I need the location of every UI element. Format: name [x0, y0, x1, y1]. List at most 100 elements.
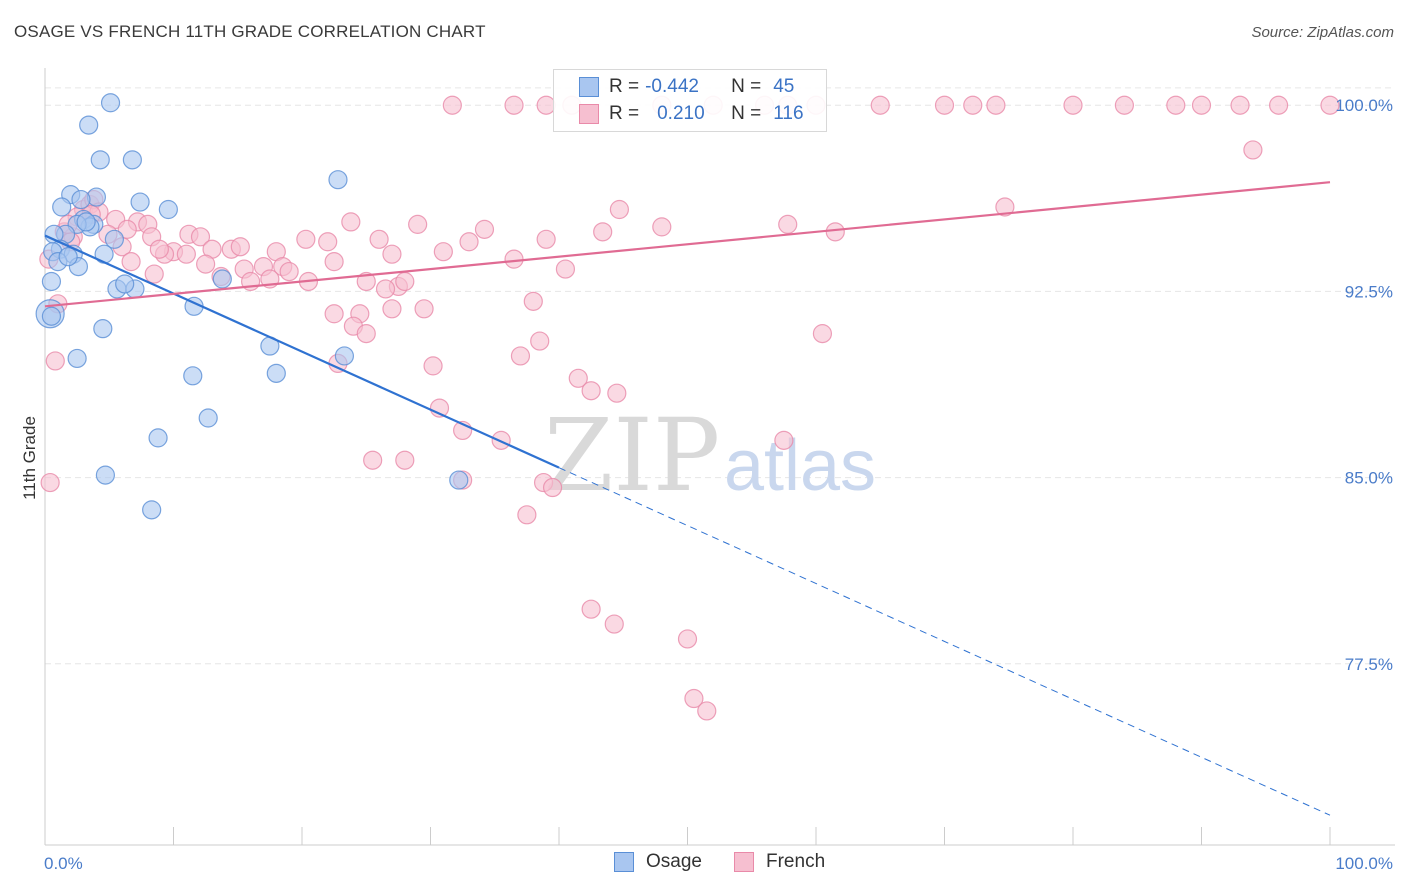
osage-point — [266, 363, 286, 383]
watermark-atlas: atlas — [724, 426, 876, 506]
french-n-value: 116 — [773, 103, 804, 124]
french-points — [39, 95, 1340, 721]
french-point — [324, 252, 344, 272]
french-point — [593, 222, 613, 242]
french-point — [1230, 95, 1250, 115]
osage-point — [115, 274, 135, 294]
french-point — [1166, 95, 1186, 115]
osage-point — [130, 192, 150, 212]
french-point — [356, 324, 376, 344]
osage-point — [212, 269, 232, 289]
french-point — [986, 95, 1006, 115]
legend-row-osage: R = -0.442 N = 45 — [554, 74, 794, 100]
french-point — [423, 356, 443, 376]
osage-r-label: R = — [609, 76, 640, 97]
legend-osage[interactable]: Osage — [614, 851, 702, 873]
legend-row-french: R = 0.210 N = 116 — [554, 101, 804, 127]
french-point — [474, 219, 495, 239]
osage-point — [79, 115, 99, 135]
osage-trend-line — [44, 234, 560, 469]
osage-point — [148, 428, 168, 448]
french-point — [230, 237, 250, 257]
french-point — [555, 259, 576, 279]
french-point — [196, 254, 216, 274]
french-point — [382, 299, 402, 319]
french-r-label: R = — [609, 103, 640, 124]
french-point — [1268, 95, 1289, 115]
french-point — [1063, 95, 1083, 115]
osage-point — [122, 150, 142, 170]
french-point — [382, 244, 402, 264]
french-point — [149, 239, 169, 259]
osage-n-label: N = — [731, 76, 762, 97]
series-legend: Osage French — [0, 851, 1406, 879]
tick-labels: 100.0% 92.5% 85.0% 77.5% 0.0% 100.0% — [44, 96, 1393, 873]
french-point — [523, 291, 543, 311]
french-point — [442, 95, 462, 115]
french-point — [375, 279, 396, 299]
french-point — [963, 95, 983, 115]
french-point — [995, 197, 1015, 217]
y-axis-label: 11th Grade — [20, 416, 39, 500]
french-point — [324, 304, 344, 324]
french-point — [684, 688, 704, 709]
watermark-zip: ZIP — [544, 397, 720, 514]
osage-point — [334, 346, 355, 366]
osage-points — [35, 93, 469, 520]
french-point — [517, 505, 537, 525]
y-tick-label: 85.0% — [1345, 469, 1393, 488]
legend-french[interactable]: French — [734, 851, 825, 873]
french-point — [369, 229, 389, 249]
y-tick-label: 92.5% — [1345, 282, 1393, 301]
french-point — [774, 430, 794, 450]
french-point — [117, 219, 137, 239]
legend-french-swatch — [734, 852, 754, 872]
osage-point — [71, 189, 91, 210]
osage-point — [100, 93, 121, 113]
french-point — [1191, 95, 1212, 115]
osage-point — [183, 366, 203, 386]
legend-osage-label: Osage — [646, 851, 702, 872]
french-point — [395, 450, 415, 470]
french-point — [609, 199, 629, 220]
french-point — [40, 472, 60, 493]
chart-title: OSAGE VS FRENCH 11TH GRADE CORRELATION C… — [14, 22, 486, 41]
french-point — [530, 331, 550, 351]
french-swatch — [579, 104, 599, 124]
french-point — [1114, 95, 1135, 115]
grid-lines — [45, 87, 1395, 665]
osage-n-value: 45 — [773, 76, 795, 97]
axes — [44, 68, 1395, 846]
french-point — [581, 599, 601, 619]
french-point — [121, 252, 141, 272]
french-point — [144, 264, 164, 284]
french-point — [408, 214, 428, 234]
french-point — [190, 227, 211, 247]
legend-osage-swatch — [614, 852, 634, 872]
french-point — [504, 249, 524, 269]
french-point — [825, 222, 845, 242]
french-point — [395, 271, 415, 292]
y-tick-label: 100.0% — [1335, 96, 1393, 115]
x-tick-label-min: 0.0% — [44, 854, 83, 873]
french-point — [607, 383, 627, 403]
french-n-label: N = — [731, 103, 762, 124]
osage-point — [328, 170, 348, 190]
french-point — [414, 299, 434, 319]
y-tick-label: 77.5% — [1345, 655, 1393, 674]
french-point — [652, 217, 672, 237]
osage-point — [58, 247, 78, 267]
french-r-value: 0.210 — [657, 103, 705, 124]
french-trend-line — [44, 181, 1331, 308]
french-point — [504, 95, 524, 115]
french-point — [341, 212, 361, 232]
french-point — [510, 346, 531, 366]
french-point — [697, 701, 717, 721]
french-point — [542, 477, 563, 498]
french-point — [677, 629, 698, 649]
french-point — [356, 271, 376, 292]
french-point — [1243, 140, 1263, 160]
osage-point — [52, 197, 72, 217]
osage-point — [90, 150, 110, 170]
legend-french-label: French — [766, 851, 826, 872]
